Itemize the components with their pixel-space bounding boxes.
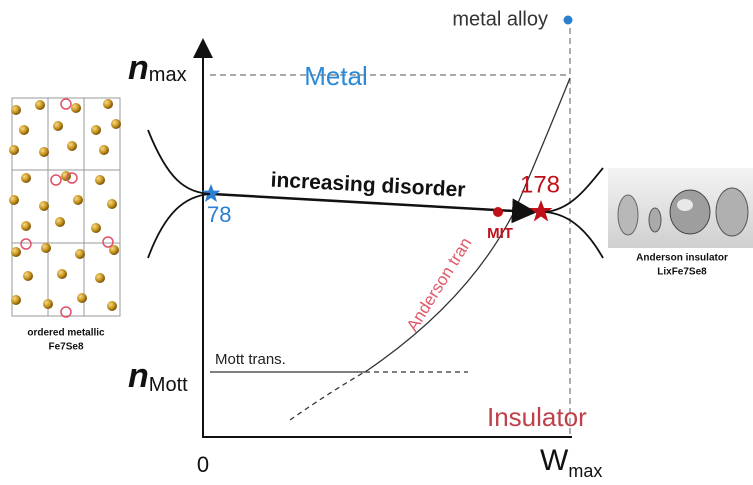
diagram: metal alloy nmax nMott 0 Wmax Metal Insu…: [0, 0, 753, 485]
sample-photo: [608, 168, 753, 248]
insulator-region: Insulator: [487, 402, 587, 432]
mit-label: MIT: [487, 225, 513, 242]
subscript: max: [568, 461, 602, 481]
origin-label: 0: [197, 452, 209, 477]
symbol: n: [128, 357, 149, 395]
wmax-label: Wmax: [540, 444, 602, 481]
symbol: n: [128, 49, 149, 87]
alloy-dot: [564, 16, 573, 25]
disorder-label: increasing disorder: [270, 168, 466, 201]
crystal-structure: [9, 98, 121, 317]
subscript: max: [149, 64, 187, 86]
anderson-curve: [368, 78, 570, 370]
right-caption: LixFe7Se8: [657, 267, 707, 278]
start-label: 78: [207, 202, 231, 227]
mott-label: Mott trans.: [215, 351, 286, 368]
left-bracket: [148, 130, 210, 258]
metal-alloy-label: metal alloy: [452, 8, 548, 30]
end-label: 178: [520, 171, 560, 198]
mit-dot: [493, 207, 503, 217]
left-caption: ordered metallic: [27, 328, 105, 339]
nmax-label: nmax: [128, 49, 187, 87]
nmott-label: nMott: [128, 357, 188, 396]
subscript: Mott: [149, 374, 188, 396]
metal-region: Metal: [304, 61, 368, 91]
symbol: W: [540, 444, 569, 477]
left-caption: Fe7Se8: [48, 342, 83, 353]
anderson-curve-dashed: [290, 370, 368, 420]
right-caption: Anderson insulator: [636, 253, 728, 264]
